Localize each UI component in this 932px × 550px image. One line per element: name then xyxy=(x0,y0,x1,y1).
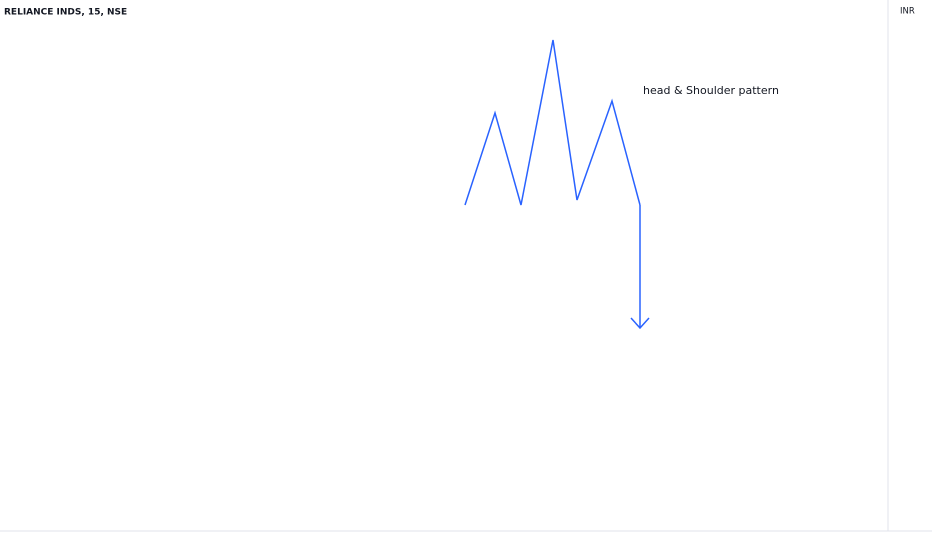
chart-title: RELIANCE INDS, 15, NSE xyxy=(4,8,127,18)
price-scale xyxy=(888,0,932,550)
currency: INR xyxy=(900,7,915,17)
pattern-drawing xyxy=(464,39,641,206)
arrow-head xyxy=(630,317,650,330)
title-backdrop xyxy=(0,4,118,19)
annotation: head & Shoulder pattern xyxy=(643,84,779,97)
